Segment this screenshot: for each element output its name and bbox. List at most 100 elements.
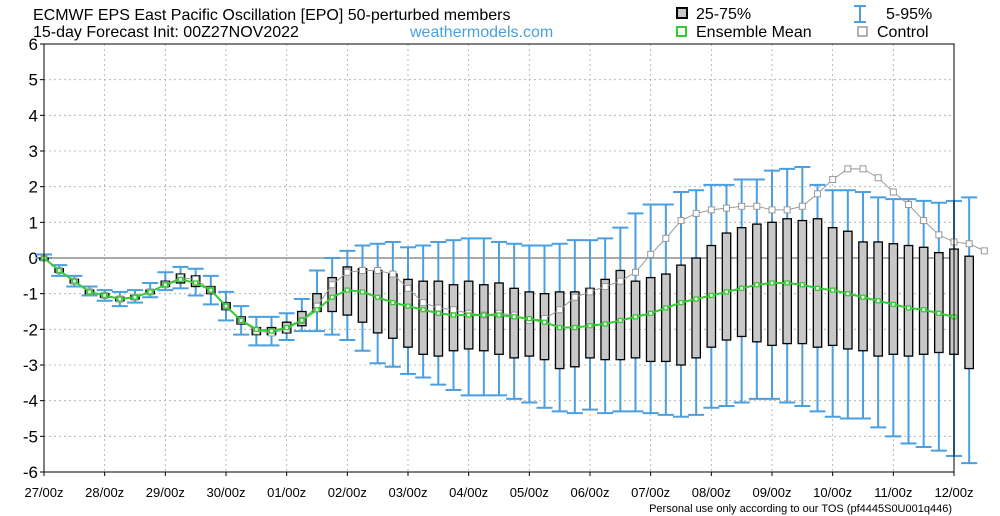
mean-point [284, 324, 290, 331]
mean-point [663, 305, 669, 311]
mean-point [344, 287, 350, 293]
y-tick-label: 6 [29, 35, 38, 54]
control-point [328, 281, 336, 289]
iqr-box [387, 273, 398, 339]
control-point [814, 190, 821, 198]
control-point [556, 306, 564, 314]
mean-point [450, 312, 457, 318]
mean-point [678, 299, 684, 306]
iqr-box [888, 243, 899, 355]
mean-point [769, 280, 775, 286]
y-tick-label: 4 [29, 106, 38, 125]
chart-title: ECMWF EPS East Pacific Oscillation [EPO]… [33, 7, 510, 24]
control-point [450, 306, 457, 314]
mean-point [617, 317, 623, 324]
legend-control-label: Control [877, 24, 929, 41]
iqr-box [403, 278, 413, 348]
control-point [768, 206, 776, 214]
control-point [647, 250, 655, 258]
mean-point [921, 307, 927, 313]
control-point [829, 176, 837, 184]
mean-point [708, 292, 714, 299]
x-tick-label: 27/00z [24, 485, 63, 500]
legend-range-label: 5-95% [886, 6, 932, 23]
control-point [905, 201, 912, 208]
control-point [419, 299, 427, 307]
legend-control-swatch [857, 26, 868, 37]
y-tick-label: 2 [29, 178, 38, 197]
control-point [662, 234, 670, 242]
x-tick-label: 03/00z [388, 485, 427, 500]
footer-note: Personal use only according to our TOS (… [649, 503, 952, 515]
iqr-box [660, 273, 671, 363]
control-point [783, 206, 791, 214]
legend-iqr-swatch [676, 7, 688, 19]
iqr-box [676, 264, 686, 366]
control-point [707, 206, 715, 214]
mean-point [572, 324, 578, 331]
mean-point [253, 326, 259, 332]
control-point [980, 247, 988, 255]
x-tick-label: 30/00z [206, 485, 245, 500]
mean-point [420, 307, 426, 313]
control-point [889, 188, 897, 196]
x-tick-label: 29/00z [146, 485, 185, 500]
mean-point [223, 303, 229, 309]
mean-point [86, 289, 93, 295]
mean-point [632, 314, 639, 320]
control-point [359, 266, 366, 274]
mean-point [784, 280, 790, 286]
mean-point [405, 303, 411, 309]
control-point [935, 231, 943, 239]
iqr-box [418, 280, 429, 355]
mean-point [905, 305, 912, 311]
iqr-box [554, 291, 565, 370]
chart-subtitle: 15-day Forecast Init: 00Z27NOV2022 [33, 24, 299, 41]
site-watermark: weathermodels.com [409, 24, 553, 41]
mean-point [496, 312, 502, 318]
mean-point [435, 310, 441, 316]
mean-point [56, 267, 62, 274]
iqr-box [903, 244, 914, 357]
iqr-box [691, 257, 702, 359]
control-point [404, 284, 412, 292]
x-tick-label: 12/00z [934, 485, 973, 500]
iqr-box [539, 293, 550, 361]
iqr-box [372, 269, 383, 334]
control-point [586, 288, 594, 296]
iqr-box [812, 218, 823, 348]
control-point [571, 293, 579, 301]
x-tick-label: 01/00z [267, 485, 306, 500]
y-tick-label: -5 [23, 427, 38, 446]
iqr-box [448, 284, 459, 352]
iqr-box [933, 251, 944, 354]
control-point [374, 266, 382, 274]
control-point [389, 270, 397, 278]
y-tick-label: 0 [29, 249, 38, 268]
mean-point [314, 307, 320, 313]
grid-layer [44, 44, 954, 472]
legend-mean-label: Ensemble Mean [696, 24, 812, 41]
mean-point [557, 324, 563, 331]
control-point [844, 165, 852, 173]
x-tick-label: 06/00z [570, 485, 609, 500]
iqr-box [509, 287, 520, 359]
mean-point [723, 289, 730, 295]
iqr-box [827, 227, 838, 347]
control-point [616, 277, 624, 285]
mean-point [299, 317, 305, 324]
control-point [723, 204, 730, 212]
control-point [798, 202, 806, 210]
mean-point [71, 278, 77, 284]
mean-point [329, 294, 335, 300]
mean-point [466, 312, 472, 318]
control-point [692, 209, 700, 217]
y-tick-label: 1 [29, 213, 38, 232]
iqr-box [524, 291, 535, 357]
y-tick-label: 5 [29, 71, 38, 90]
mean-point [587, 323, 593, 329]
control-point [632, 268, 639, 276]
legend: 25-75% 5-95% Ensemble Mean Control [676, 5, 932, 41]
mean-point [936, 310, 942, 316]
